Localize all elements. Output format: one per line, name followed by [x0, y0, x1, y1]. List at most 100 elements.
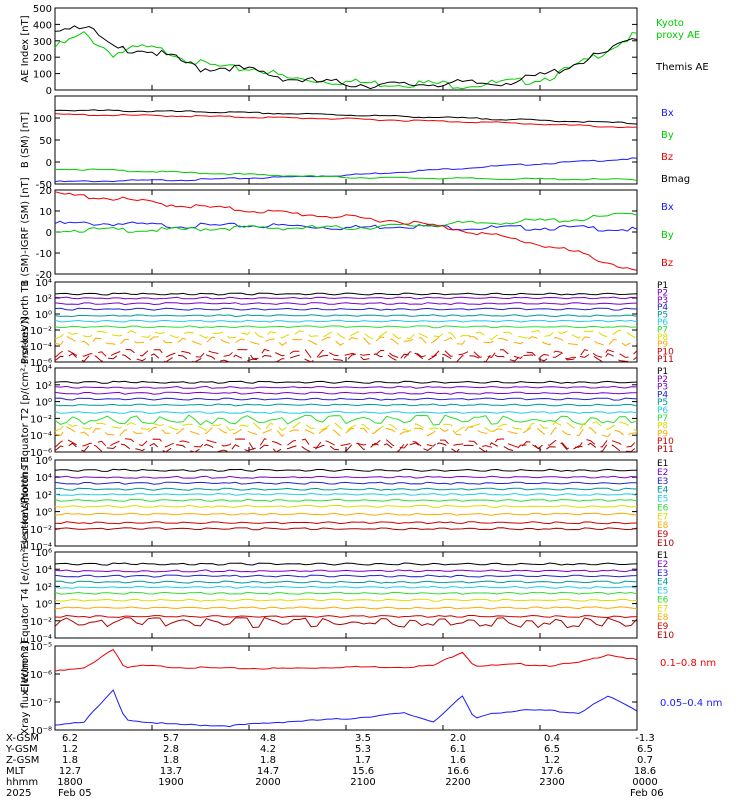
series-line [54, 504, 638, 508]
series-line [54, 329, 638, 341]
y-axis-label: Protons North T1 [20, 280, 31, 364]
series-line [54, 648, 638, 672]
y-tick-label: 10⁻⁵ [30, 642, 52, 653]
ephemeris-value: 6.2 [62, 733, 78, 744]
series-line [54, 31, 638, 90]
series-line [54, 689, 638, 728]
series-line [54, 307, 638, 311]
legend-entry: P10 [657, 437, 674, 447]
ephemeris-row-label: MLT [6, 766, 26, 777]
series-line [54, 168, 638, 181]
series-line [54, 606, 638, 610]
ephemeris-row-label: Z-GSM [6, 755, 39, 766]
legend-entry: 0.05–0.4 nm [660, 698, 722, 709]
ephemeris-value: 6.1 [450, 744, 466, 755]
ephemeris-value: 0.7 [637, 755, 653, 766]
y-tick-label: 10⁴ [35, 565, 52, 576]
ephemeris-value: 1.2 [62, 744, 78, 755]
ephemeris-value: 1.8 [163, 755, 179, 766]
ephemeris-value: 14.7 [257, 766, 279, 777]
series-line [54, 352, 638, 363]
series-line [54, 109, 638, 125]
legend-entry: P4 [657, 390, 668, 400]
legend-entry: Bz [661, 152, 673, 163]
y-tick-label: 10⁻⁴ [30, 542, 52, 553]
ephemeris-value: 2100 [350, 777, 375, 788]
ephemeris-value: 1.2 [544, 755, 560, 766]
ephemeris-value: 1800 [57, 777, 82, 788]
series-line [54, 614, 638, 619]
legend-entry: P2 [657, 288, 668, 298]
series-line [54, 574, 638, 578]
series-line [54, 212, 638, 233]
y-tick-label: 10⁻⁴ [30, 342, 52, 353]
legend-entry: P1 [657, 281, 668, 291]
ephemeris-start-date: Feb 05 [58, 788, 92, 799]
legend-entry: P7 [657, 325, 668, 335]
series-line [54, 438, 638, 450]
y-tick-label: 0 [46, 228, 52, 239]
legend-entry: P9 [657, 429, 668, 439]
ephemeris-value: 1.6 [450, 755, 466, 766]
series-line [54, 527, 638, 531]
ephemeris-value: 0000 [632, 777, 657, 788]
legend-entry: P1 [657, 367, 668, 377]
y-tick-label: 10⁻² [30, 326, 52, 337]
panel-frame [54, 189, 638, 275]
y-tick-label: 200 [33, 53, 52, 64]
y-tick-label: 10⁻⁶ [30, 448, 52, 459]
y-tick-label: 10⁻⁷ [30, 698, 52, 709]
ephemeris-value: 3.5 [355, 733, 371, 744]
y-tick-label: 10⁻⁶ [30, 670, 52, 681]
y-tick-label: -20 [36, 270, 52, 281]
legend-entry: E5 [657, 587, 668, 597]
ephemeris-value: 5.7 [163, 733, 179, 744]
series-line [54, 302, 638, 306]
legend-entry: Themis AE [655, 62, 709, 73]
y-axis-label: Electrons North T3 [20, 456, 31, 549]
series-line [54, 391, 638, 395]
y-tick-label: 10⁰ [35, 508, 52, 519]
y-tick-label: 300 [33, 37, 52, 48]
legend-entry: E1 [657, 459, 668, 469]
legend-entry: Bmag [661, 174, 690, 185]
ephemeris-value: 16.6 [447, 766, 469, 777]
ephemeris-value: 12.7 [59, 766, 81, 777]
legend-entry: Bz [661, 258, 673, 269]
legend-entry: P3 [657, 296, 668, 306]
legend-entry: P8 [657, 422, 668, 432]
panel-frame [54, 367, 638, 453]
y-tick-label: 100 [33, 70, 52, 81]
series-line [54, 512, 638, 516]
legend-entry: P8 [657, 333, 668, 343]
y-tick-label: 10⁴ [35, 278, 52, 289]
series-line [54, 191, 638, 271]
legend-entry: proxy AE [656, 30, 700, 41]
ephemeris-row-label: Y-GSM [5, 744, 38, 755]
ephemeris-value: 13.7 [160, 766, 182, 777]
series-line [54, 616, 638, 629]
y-tick-label: 10⁻⁸ [30, 726, 52, 737]
series-line [54, 403, 638, 407]
y-tick-label: 20 [39, 186, 52, 197]
series-line [54, 492, 638, 496]
series-line [54, 598, 638, 602]
y-axis-label: Protons Equator T2 [p/(cm²-s-sr-keV)] [20, 317, 31, 504]
y-tick-label: 10⁻² [30, 617, 52, 628]
y-tick-label: 10⁴ [35, 473, 52, 484]
ephemeris-value: 1.8 [260, 755, 276, 766]
legend-entry: Kyoto [656, 18, 684, 29]
series-line [54, 521, 638, 525]
series-line [54, 475, 638, 479]
legend-entry: E7 [657, 512, 668, 522]
legend-entry: P5 [657, 398, 668, 408]
series-line [54, 569, 638, 573]
legend-entry: P11 [657, 445, 674, 455]
legend-entry: By [661, 130, 674, 141]
ephemeris-value: 1.7 [355, 755, 371, 766]
ephemeris-value: 2200 [445, 777, 470, 788]
legend-entry: E8 [657, 613, 669, 623]
legend-entry: E3 [657, 569, 668, 579]
ephemeris-row-label: X-GSM [6, 733, 39, 744]
series-line [54, 220, 638, 232]
